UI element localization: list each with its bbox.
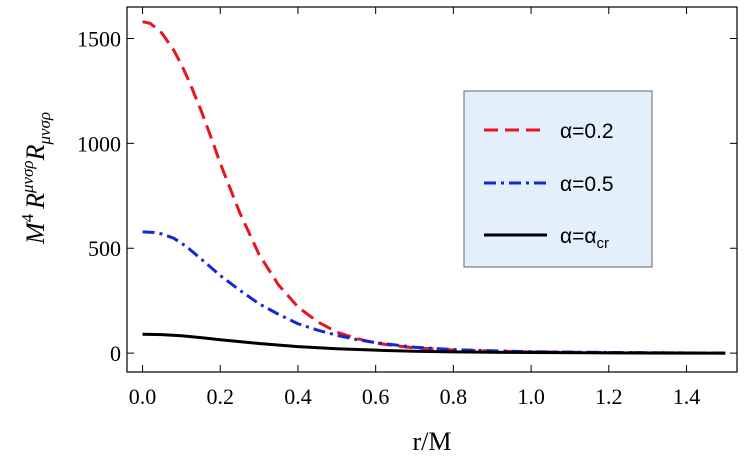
y-tick-label: 1500 (77, 26, 121, 51)
series-layer (142, 20, 726, 355)
tick-layer: 0.0 0.2 0.4 0.6 0.8 1.0 1.2 1.4 0 500 1000 1500 (77, 7, 737, 409)
x-tick-label: 0.6 (362, 384, 390, 409)
x-tick-label: 1.4 (673, 384, 701, 409)
x-tick-label: 0.4 (284, 384, 312, 409)
legend-box (463, 90, 653, 268)
y-label-base-exp: 4 (18, 213, 37, 222)
y-label-base: M (21, 221, 50, 245)
y-label-r1: R (21, 193, 50, 210)
plot-frame (126, 6, 738, 373)
x-tick-label: 0.0 (129, 384, 157, 409)
legend: α=0.2 α=0.5 α=αcr (463, 90, 653, 268)
y-label-r2-sub: μνσρ (35, 112, 54, 146)
x-tick-label: 0.2 (206, 384, 234, 409)
svg-text:M4RμνσρRμνσρ: M4RμνσρRμνσρ (18, 112, 54, 245)
y-axis-label: M4RμνσρRμνσρ (18, 112, 54, 245)
legend-label-1: α=0.2 (560, 120, 614, 143)
y-label-r1-sup: μνσρ (18, 160, 37, 194)
legend-items: α=0.2 α=0.5 α=αcr (484, 120, 614, 252)
series-line-3 (142, 332, 726, 355)
x-tick-label: 1.0 (517, 384, 545, 409)
legend-label-3: α=αcr (560, 225, 609, 252)
x-axis-label: r/M (413, 427, 452, 456)
y-tick-label: 1000 (77, 131, 121, 156)
y-tick-label: 0 (110, 341, 121, 366)
y-label-r2: R (21, 144, 50, 161)
legend-label-2: α=0.5 (560, 173, 614, 196)
x-tick-label: 1.2 (595, 384, 623, 409)
x-tick-label: 0.8 (440, 384, 468, 409)
y-tick-label: 500 (88, 236, 121, 261)
